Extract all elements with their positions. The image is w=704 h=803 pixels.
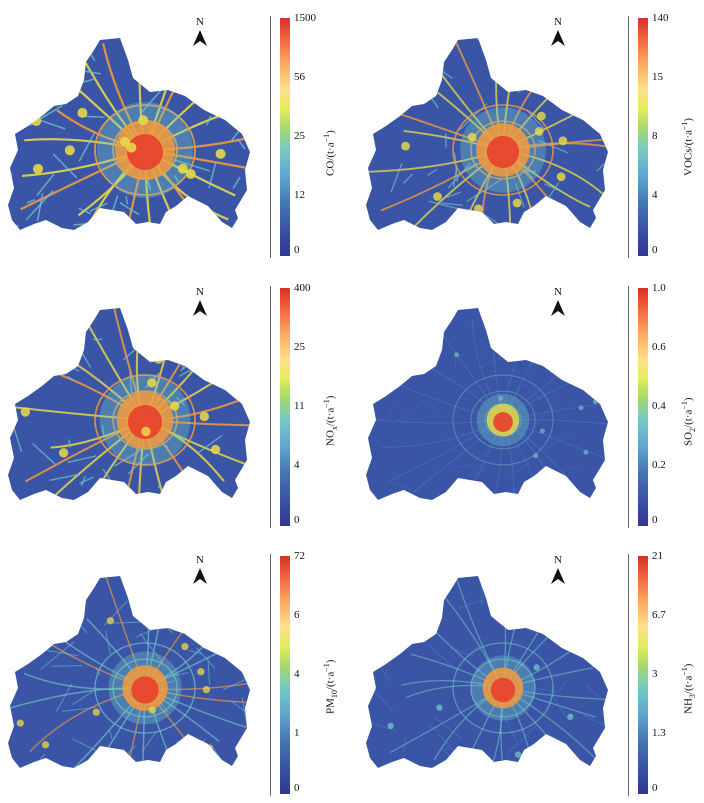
north-arrow-icon <box>551 300 565 316</box>
north-arrow: N <box>548 554 568 584</box>
color-bar-label: SO2/(t·a−1) <box>680 397 697 446</box>
color-bar-tick: 140 <box>652 13 669 24</box>
north-arrow-icon <box>193 300 207 316</box>
color-bar-tick: 25 <box>294 342 305 353</box>
map-panel-vocs: N 140 15 8 4 0 VOCs/(t·a−1) <box>358 0 704 265</box>
divider-line <box>270 286 271 528</box>
color-bar-tick: 72 <box>294 551 305 562</box>
emission-map <box>358 270 628 520</box>
color-bar-label: NH3/(t·a−1) <box>680 664 697 714</box>
map-panel-pm10: N 72 6 4 1 0 PM10/(t·a−1) <box>0 538 352 803</box>
color-bar <box>280 288 290 526</box>
north-label: N <box>190 554 210 566</box>
north-arrow: N <box>548 16 568 46</box>
map-panel-nh3: N 21 6.7 3 1.3 0 NH3/(t·a−1) <box>358 538 704 803</box>
north-label: N <box>190 286 210 298</box>
emission-map <box>0 0 270 250</box>
color-bar-tick: 56 <box>294 72 305 83</box>
north-arrow-icon <box>551 568 565 584</box>
color-bar-tick: 8 <box>652 131 658 142</box>
north-arrow-icon <box>551 30 565 46</box>
emission-map <box>358 0 628 250</box>
color-bar-label: CO/(t·a−1) <box>322 130 339 176</box>
color-bar-tick: 4 <box>294 669 300 680</box>
color-bar-label: PM10/(t·a−1) <box>322 660 339 714</box>
divider-line <box>270 16 271 258</box>
emission-map <box>358 538 628 788</box>
color-bar <box>280 556 290 794</box>
color-bar-tick: 4 <box>652 190 658 201</box>
color-bar-tick: 6.7 <box>652 610 666 621</box>
color-bar-tick: 0 <box>294 245 300 256</box>
color-bar-tick: 0.2 <box>652 460 666 471</box>
color-bar-tick: 25 <box>294 131 305 142</box>
color-bar-tick: 6 <box>294 610 300 621</box>
divider-line <box>270 554 271 796</box>
color-bar-tick: 1500 <box>294 13 316 24</box>
north-label: N <box>548 16 568 28</box>
color-bar-tick: 400 <box>294 283 311 294</box>
color-bar-tick: 0.6 <box>652 342 666 353</box>
north-label: N <box>548 286 568 298</box>
color-bar-tick: 0 <box>652 515 658 526</box>
color-bar-tick: 0 <box>652 245 658 256</box>
map-panel-nox: N 400 25 11 4 0 NOx/(t·a−1) <box>0 270 352 535</box>
emission-map <box>0 270 270 520</box>
color-bar-tick: 4 <box>294 460 300 471</box>
map-panel-so2: N 1.0 0.6 0.4 0.2 0 SO2/(t·a−1) <box>358 270 704 535</box>
color-bar <box>280 18 290 256</box>
color-bar-tick: 12 <box>294 190 305 201</box>
color-bar <box>638 288 648 526</box>
color-bar-tick: 1.0 <box>652 283 666 294</box>
north-arrow-icon <box>193 30 207 46</box>
color-bar-tick: 0.4 <box>652 401 666 412</box>
map-panel-co: N 1500 56 25 12 0 CO/(t·a−1) <box>0 0 352 265</box>
divider-line <box>628 16 629 258</box>
color-bar-label: NOx/(t·a−1) <box>322 396 339 446</box>
color-bar-tick: 1.3 <box>652 728 666 739</box>
north-arrow: N <box>548 286 568 316</box>
color-bar-tick: 0 <box>652 783 658 794</box>
color-bar-tick: 1 <box>294 728 300 739</box>
color-bar-tick: 3 <box>652 669 658 680</box>
emission-map <box>0 538 270 788</box>
color-bar <box>638 18 648 256</box>
north-arrow: N <box>190 16 210 46</box>
color-bar-tick: 21 <box>652 551 663 562</box>
divider-line <box>628 554 629 796</box>
north-arrow: N <box>190 554 210 584</box>
color-bar-tick: 11 <box>294 401 305 412</box>
north-arrow-icon <box>193 568 207 584</box>
color-bar <box>638 556 648 794</box>
north-label: N <box>190 16 210 28</box>
north-arrow: N <box>190 286 210 316</box>
color-bar-label: VOCs/(t·a−1) <box>680 118 697 176</box>
color-bar-tick: 15 <box>652 72 663 83</box>
north-label: N <box>548 554 568 566</box>
color-bar-tick: 0 <box>294 783 300 794</box>
color-bar-tick: 0 <box>294 515 300 526</box>
divider-line <box>628 286 629 528</box>
